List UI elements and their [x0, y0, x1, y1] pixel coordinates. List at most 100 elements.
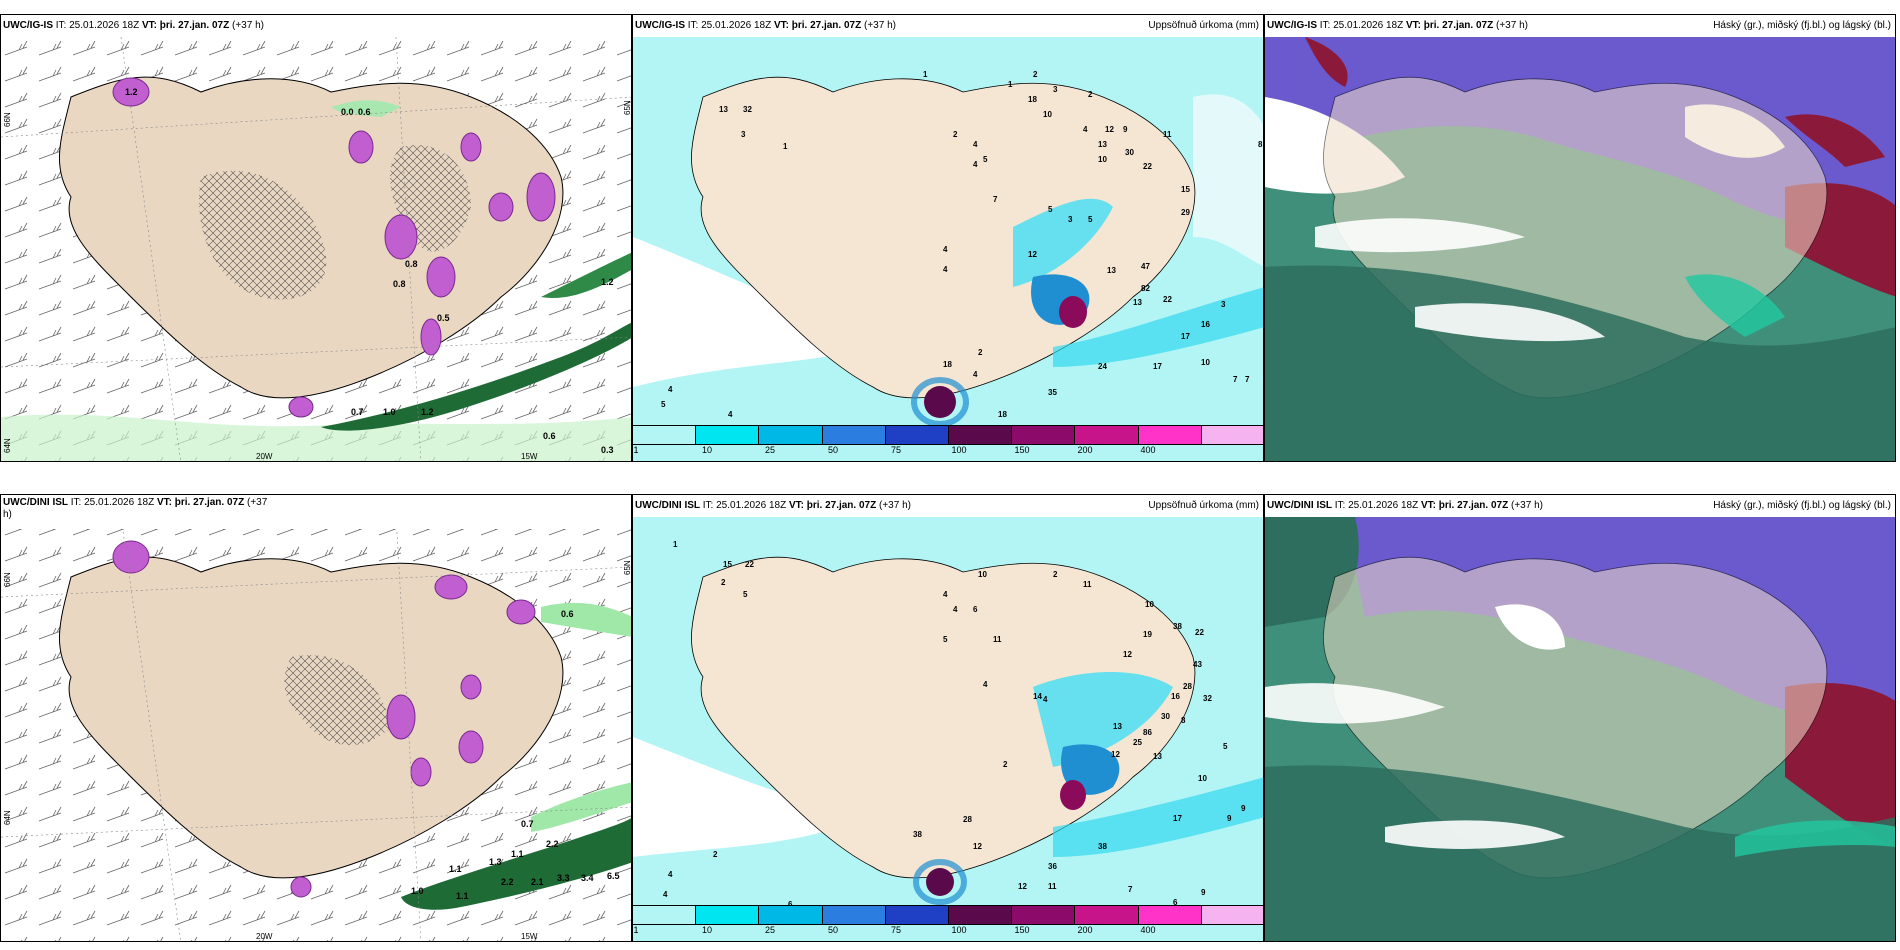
svg-text:4: 4 — [1043, 695, 1048, 704]
precip-value-labels: 13 32 3 1 1 2 4 5 1 2 3 2 4 12 13 10 9 3… — [661, 70, 1263, 439]
colorbar-label: 50 — [827, 925, 839, 935]
colorbar-label: 100 — [951, 445, 967, 455]
init-time: IT: 25.01.2026 18Z — [53, 20, 142, 31]
panel-header: UWC/DINI ISL IT: 25.01.2026 18Z VT: þri.… — [633, 495, 1263, 517]
svg-text:1.0: 1.0 — [383, 407, 396, 417]
svg-text:7: 7 — [1245, 375, 1250, 384]
svg-text:25: 25 — [1133, 738, 1142, 747]
svg-text:47: 47 — [1141, 262, 1150, 271]
colorbar-label: 200 — [1077, 925, 1093, 935]
svg-text:2: 2 — [1053, 570, 1058, 579]
map-panel-ig-is-accum-precip: UWC/IG-IS IT: 25.01.2026 18Z VT: þri. 27… — [632, 14, 1264, 462]
colorbar-swatch — [633, 426, 697, 444]
svg-text:4: 4 — [943, 590, 948, 599]
colorbar-swatch — [759, 906, 823, 924]
svg-text:2: 2 — [1003, 760, 1008, 769]
colorbar-swatch — [1138, 906, 1202, 924]
valid-time: VT: þri. 27.jan. 07Z — [788, 500, 877, 511]
svg-text:11: 11 — [993, 635, 1002, 644]
svg-text:4: 4 — [973, 140, 978, 149]
svg-text:3: 3 — [1053, 85, 1058, 94]
svg-text:1.1: 1.1 — [511, 849, 524, 859]
colorbar-label: 200 — [1077, 445, 1093, 455]
panel-header: UWC/IG-IS IT: 25.01.2026 18Z VT: þri. 27… — [1, 15, 631, 37]
svg-text:7: 7 — [1128, 885, 1133, 894]
colorbar-label: 100 — [951, 925, 967, 935]
colorbar-label: 1 — [633, 925, 639, 935]
colorbar-swatch — [949, 906, 1013, 924]
svg-text:38: 38 — [1098, 842, 1107, 851]
panel-header: UWC/IG-IS IT: 25.01.2026 18Z VT: þri. 27… — [633, 15, 1263, 37]
svg-text:16: 16 — [1171, 692, 1180, 701]
svg-text:0.6: 0.6 — [543, 431, 556, 441]
map-view[interactable]: 0.0 0.6 1.0 0.7 1.2 1.2 0.6 0.3 0.8 0.5 … — [1, 37, 631, 461]
svg-text:6: 6 — [788, 900, 793, 909]
svg-text:11: 11 — [1163, 130, 1172, 139]
wind-value-labels: 0.7 2.2 1.1 1.1 1.3 1.1 1.0 2.2 2.1 3.3 … — [411, 609, 620, 901]
svg-text:6: 6 — [973, 605, 978, 614]
svg-text:17: 17 — [1153, 362, 1162, 371]
svg-text:1: 1 — [1008, 80, 1013, 89]
precip-value-labels: 1 15 22 5 2 10 4 4 6 5 11 2 11 12 10 19 … — [663, 540, 1246, 909]
svg-text:12: 12 — [1018, 882, 1027, 891]
map-view[interactable]: 0.7 2.2 1.1 1.1 1.3 1.1 1.0 2.2 2.1 3.3 … — [1, 517, 631, 941]
svg-text:15: 15 — [723, 560, 732, 569]
model-name: UWC/IG-IS — [1267, 20, 1317, 31]
svg-text:9: 9 — [1201, 888, 1206, 897]
svg-text:1.3: 1.3 — [489, 857, 502, 867]
svg-text:1.0: 1.0 — [411, 886, 424, 896]
svg-text:2.2: 2.2 — [501, 877, 514, 887]
lead-time: (+37 h) — [1508, 500, 1543, 511]
weather-map: 0.7 2.2 1.1 1.1 1.3 1.1 1.0 2.2 2.1 3.3 … — [1, 517, 631, 941]
svg-text:13: 13 — [1133, 298, 1142, 307]
svg-text:1.2: 1.2 — [601, 277, 614, 287]
colorbar-label: 10 — [701, 925, 713, 935]
svg-text:30: 30 — [1161, 712, 1170, 721]
lead-time: (+37 — [244, 497, 268, 508]
colorbar-swatch — [1075, 426, 1139, 444]
colorbar: 1 10 25 50 75 100 150 200 400 — [633, 905, 1263, 935]
svg-text:4: 4 — [663, 890, 668, 899]
colorbar-label: 400 — [1140, 925, 1156, 935]
svg-text:3.4: 3.4 — [581, 873, 594, 883]
svg-text:82: 82 — [1141, 284, 1150, 293]
field-title: Háský (gr.), miðský (fj.bl.) og lágský (… — [1713, 500, 1891, 511]
svg-text:13: 13 — [1107, 266, 1116, 275]
map-view[interactable]: 13 32 3 1 1 2 4 5 1 2 3 2 4 12 13 10 9 3… — [633, 37, 1263, 461]
svg-text:0.7: 0.7 — [351, 407, 364, 417]
svg-text:17: 17 — [1173, 814, 1182, 823]
svg-text:10: 10 — [1043, 110, 1052, 119]
svg-text:2.2: 2.2 — [546, 839, 559, 849]
colorbar-label: 25 — [764, 445, 776, 455]
svg-text:2.1: 2.1 — [531, 877, 544, 887]
svg-text:9: 9 — [1123, 125, 1128, 134]
svg-text:4: 4 — [943, 265, 948, 274]
svg-text:10: 10 — [1098, 155, 1107, 164]
init-time: IT: 25.01.2026 18Z — [700, 500, 789, 511]
svg-text:35: 35 — [1048, 388, 1057, 397]
colorbar-label: 50 — [827, 445, 839, 455]
wind-value-labels: 0.0 0.6 1.0 0.7 1.2 1.2 0.6 0.3 0.8 0.5 … — [125, 87, 614, 455]
svg-text:1: 1 — [923, 70, 928, 79]
lat-label: 64N — [3, 810, 12, 825]
svg-text:8: 8 — [1258, 140, 1263, 149]
svg-text:1.2: 1.2 — [421, 407, 434, 417]
valid-time: VT: þri. 27.jan. 07Z — [773, 20, 862, 31]
map-panel-ig-is-precip-type: UWC/IG-IS IT: 25.01.2026 18Z VT: þri. 27… — [0, 14, 632, 462]
map-view[interactable] — [1265, 517, 1895, 941]
colorbar-swatch — [633, 906, 697, 924]
svg-text:3.3: 3.3 — [557, 873, 570, 883]
svg-text:22: 22 — [745, 560, 754, 569]
cloud-map — [1265, 37, 1895, 461]
svg-text:1.2: 1.2 — [125, 87, 138, 97]
map-panel-dini-isl-accum-precip: UWC/DINI ISL IT: 25.01.2026 18Z VT: þri.… — [632, 494, 1264, 942]
map-view[interactable]: 1 15 22 5 2 10 4 4 6 5 11 2 11 12 10 19 … — [633, 517, 1263, 941]
colorbar-label: 75 — [890, 445, 902, 455]
svg-text:0.7: 0.7 — [521, 819, 534, 829]
map-view[interactable] — [1265, 37, 1895, 461]
map-panel-ig-is-clouds: UWC/IG-IS IT: 25.01.2026 18Z VT: þri. 27… — [1264, 14, 1896, 462]
svg-text:2: 2 — [978, 348, 983, 357]
snow-areas — [112, 77, 556, 418]
svg-text:5: 5 — [943, 635, 948, 644]
colorbar: 1 10 25 50 75 100 150 200 400 — [633, 425, 1263, 455]
